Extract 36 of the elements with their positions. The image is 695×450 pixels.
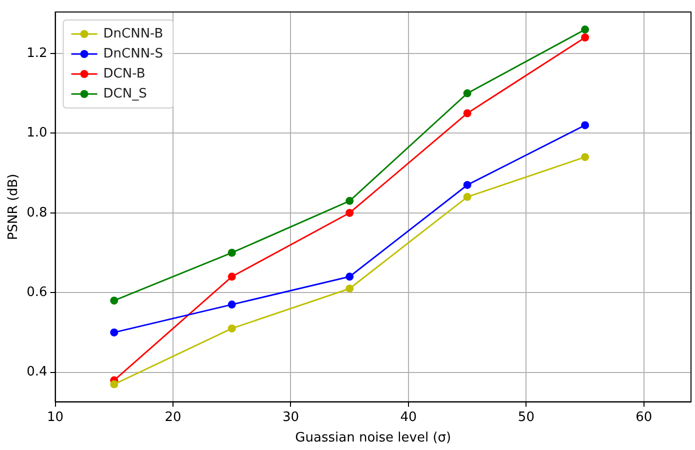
legend-label: DCN_S [103,86,147,102]
y-tick-label: 1.2 [26,46,48,61]
x-tick-label: 30 [282,410,299,425]
point [228,300,236,309]
y-axis-title: PSNR (dB) [6,174,22,240]
point [463,109,472,118]
point [581,121,590,130]
x-tick-label: 20 [164,410,182,425]
y-tick-label: 0.6 [26,284,48,300]
point [228,248,236,257]
x-tick-label: 10 [47,410,64,425]
point [463,180,472,189]
legend-label: DnCNN-S [103,46,163,62]
point [110,380,118,388]
point [228,324,236,332]
x-tick-label: 40 [400,410,417,425]
point [463,89,472,98]
point [581,153,590,162]
point [110,296,118,305]
legend-label: DCN-B [103,66,146,82]
y-tick-label: 0.8 [26,205,48,220]
point [346,272,354,281]
legend-label: DnCNN-B [103,26,164,42]
y-tick-label: 0.4 [26,364,48,380]
x-tick-label: 50 [518,410,534,425]
point [346,196,354,205]
y-tick-label: 1.0 [26,126,48,141]
x-axis-title: Guassian noise level (σ) [295,430,452,446]
point [463,192,472,201]
point [346,208,354,217]
point [346,284,354,293]
point [228,272,236,281]
point [110,328,118,336]
point [581,26,590,34]
x-tick-label: 60 [636,410,652,425]
point [581,34,590,42]
